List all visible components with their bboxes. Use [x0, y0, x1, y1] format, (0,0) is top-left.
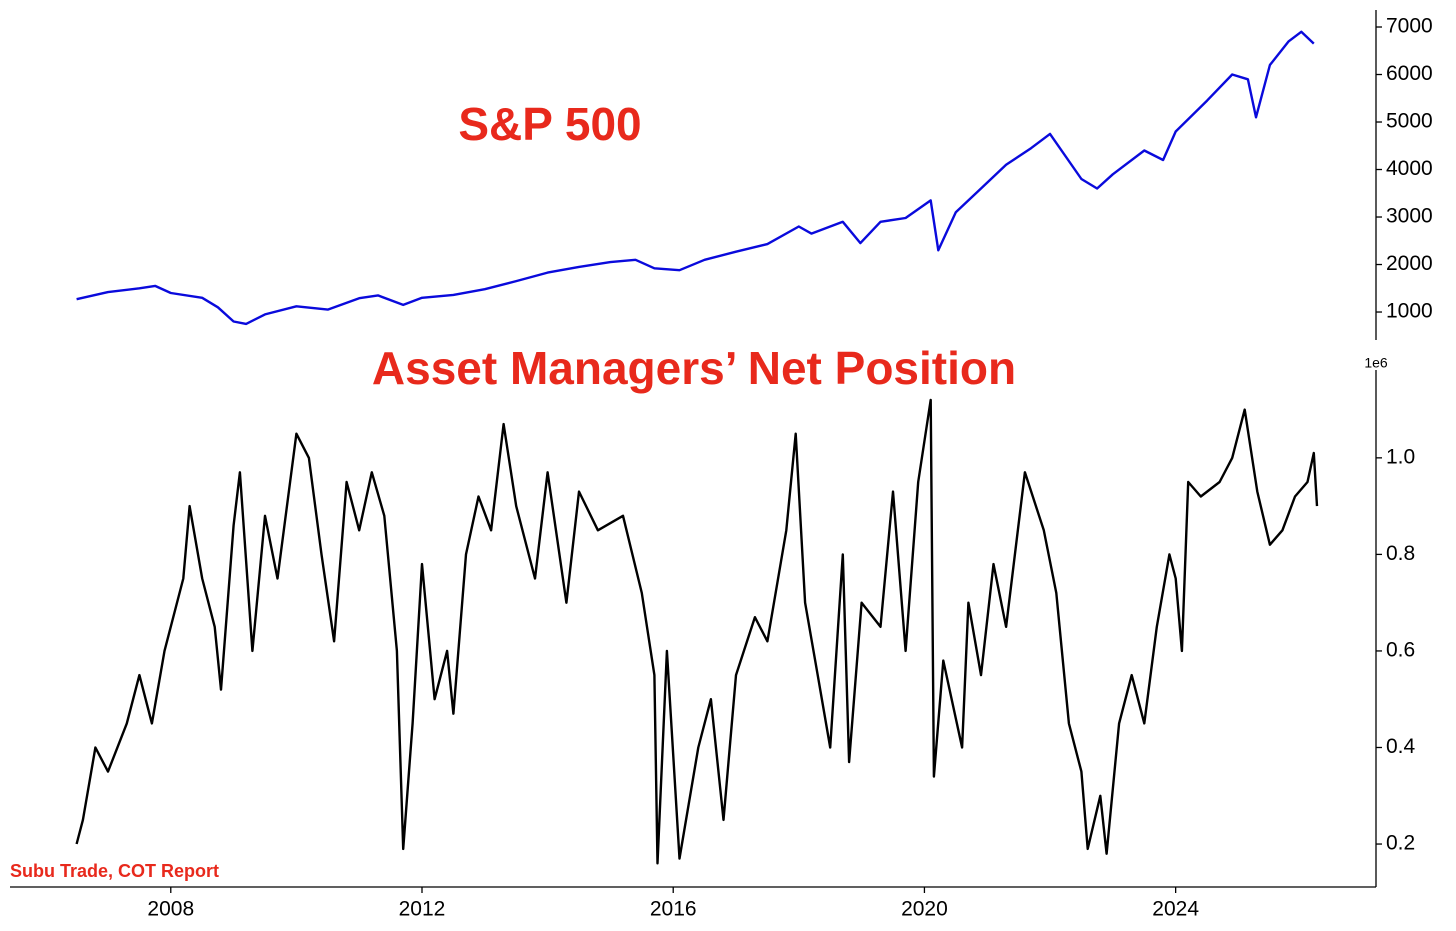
x-tick-label: 2012	[399, 898, 446, 921]
chart-title: S&P 500	[458, 98, 641, 150]
y-tick-label: 3000	[1386, 205, 1433, 228]
x-tick-label: 2024	[1152, 898, 1199, 921]
y-tick-label: 6000	[1386, 62, 1433, 85]
source-note: Subu Trade, COT Report	[10, 861, 219, 881]
chart-title: Asset Managers’ Net Position	[372, 342, 1016, 394]
y-tick-label: 1.0	[1386, 445, 1415, 468]
x-tick-label: 2020	[901, 898, 948, 921]
data-line	[75, 398, 1319, 865]
y-tick-label: 2000	[1386, 252, 1433, 275]
x-tick-label: 2008	[147, 898, 194, 921]
y-tick-label: 4000	[1386, 157, 1433, 180]
y-tick-label: 1000	[1386, 300, 1433, 323]
data-line	[76, 30, 1315, 326]
y-tick-label: 5000	[1386, 110, 1433, 133]
y-tick-label: 0.2	[1386, 832, 1415, 855]
y-tick-label: 7000	[1386, 15, 1433, 38]
x-tick-label: 2016	[650, 898, 697, 921]
axis-offset: 1e6	[1364, 355, 1388, 371]
y-tick-label: 0.8	[1386, 542, 1415, 565]
y-tick-label: 0.6	[1386, 638, 1415, 661]
y-tick-label: 0.4	[1386, 735, 1416, 758]
